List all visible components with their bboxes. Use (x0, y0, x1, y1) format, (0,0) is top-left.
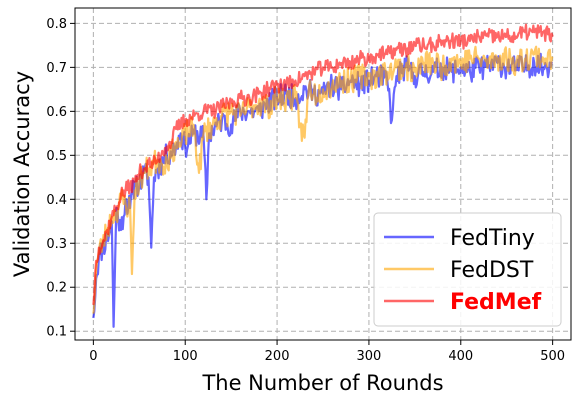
series-line-feddst (92, 45, 554, 314)
y-tick-label: 0.1 (46, 325, 67, 340)
x-tick-label: 200 (265, 349, 290, 364)
x-tick-label: 400 (448, 349, 473, 364)
x-axis-title: The Number of Rounds (201, 371, 443, 395)
series-line-fedmef (92, 23, 554, 305)
legend-label: FedMef (450, 290, 542, 315)
y-tick-label: 0.8 (46, 17, 67, 32)
x-tick-label: 100 (173, 349, 198, 364)
y-axis-title: Validation Accuracy (10, 71, 34, 277)
y-tick-label: 0.7 (46, 61, 67, 76)
y-tick-label: 0.2 (46, 281, 67, 296)
axis-ticks: 0 100 200 300 400 500 0.1 0.2 0.3 0.4 0.5 0.6 0.7 0.8 (46, 17, 565, 364)
plot-frame (74, 7, 572, 341)
y-tick-label: 0.3 (46, 237, 67, 252)
series-layer (92, 23, 554, 328)
legend-label: FedTiny (450, 226, 535, 251)
legend-box (373, 212, 562, 327)
legend-label: FedDST (450, 258, 534, 283)
x-tick-label: 300 (357, 349, 382, 364)
y-tick-label: 0.4 (46, 193, 67, 208)
y-tick-label: 0.6 (46, 105, 67, 120)
x-tick-label: 500 (540, 349, 565, 364)
y-tick-label: 0.5 (46, 149, 67, 164)
x-tick-label: 0 (89, 349, 97, 364)
legend: FedTiny FedDST FedMef (373, 212, 562, 327)
